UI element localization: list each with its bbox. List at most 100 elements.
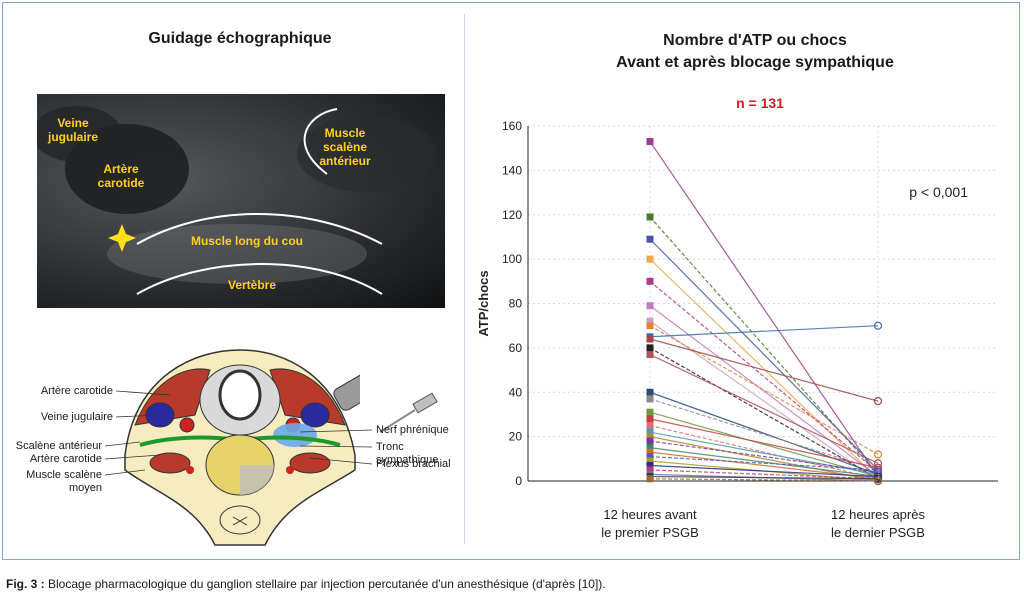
data-point-before <box>646 395 654 403</box>
x-category-label: 12 heures avant <box>603 507 697 522</box>
figure-frame <box>2 2 1020 560</box>
label-tronc-sympathique: Tronc sympathique <box>376 441 439 466</box>
label-plexus-brachial: Plexus brachial <box>376 458 451 470</box>
series-line <box>649 347 879 480</box>
series-line <box>649 436 879 482</box>
data-point-before <box>646 437 654 445</box>
us-label-artere: Artère carotide <box>97 162 145 190</box>
series-line <box>649 320 879 482</box>
data-point-before <box>646 213 654 221</box>
p-value-annotation: p < 0,001 <box>909 184 968 200</box>
neck-cross-section-diagram <box>115 345 381 555</box>
ultrasound-image: Veine jugulaire Artère carotide Muscle s… <box>37 94 445 308</box>
series-line <box>649 469 879 480</box>
us-label-muscle-scalene: Muscle scalène antérieur <box>319 126 371 168</box>
label-nerf-phrenique: Nerf phrénique <box>376 424 449 436</box>
caption-text: Blocage pharmacologique du ganglion stel… <box>44 577 606 591</box>
data-point-before <box>646 475 654 483</box>
series-line <box>649 353 879 464</box>
y-tick-label: 0 <box>515 474 522 488</box>
data-point-after <box>873 472 883 481</box>
series-line <box>649 447 879 478</box>
data-point-after <box>873 397 883 406</box>
data-point-before <box>646 422 654 430</box>
chart-plot: 0 20 40 60 80 100 120 140 160 ATP/chocs 12 heures … <box>476 119 998 540</box>
panel-divider <box>464 14 465 544</box>
data-point-before <box>646 444 654 452</box>
data-point-before <box>646 317 654 325</box>
y-tick-label: 120 <box>502 208 522 222</box>
caption-prefix: Fig. 3 : <box>6 577 45 591</box>
data-point-after <box>873 474 883 483</box>
series-line <box>649 431 879 475</box>
data-point-before <box>646 344 654 352</box>
y-tick-label: 80 <box>509 297 523 311</box>
data-point-before <box>646 453 654 461</box>
label-artere-carotide-2: Artère carotide <box>29 453 102 465</box>
chart-n-annotation: n = 131 <box>736 95 784 111</box>
x-category-label: le dernier PSGB <box>831 525 925 540</box>
data-point-before <box>646 277 654 285</box>
series-line <box>649 424 879 480</box>
series-line <box>649 216 879 475</box>
series-line <box>649 305 879 478</box>
x-category-label: 12 heures après <box>831 507 925 522</box>
data-point-before <box>646 457 654 465</box>
series-line <box>649 475 879 480</box>
series-line <box>649 280 879 473</box>
label-artere-carotide: Artère carotide <box>40 385 113 397</box>
chart-subtitle: Avant et après blocage sympathique <box>616 54 894 71</box>
y-tick-label: 160 <box>502 119 522 133</box>
data-point-before <box>646 322 654 330</box>
series-line <box>649 464 879 478</box>
figure-caption: Fig. 3 : Blocage pharmacologique du gang… <box>6 577 606 591</box>
data-point-after <box>873 321 883 330</box>
series-line <box>649 440 879 473</box>
data-point-before <box>646 461 654 469</box>
y-tick-label: 60 <box>509 341 523 355</box>
series-line <box>649 141 879 477</box>
series-line <box>649 418 879 469</box>
series-line <box>649 478 879 482</box>
data-point-before <box>646 428 654 436</box>
data-point-before <box>646 388 654 396</box>
data-point-before <box>646 138 654 146</box>
label-veine-jugulaire: Veine jugulaire <box>40 411 113 423</box>
data-point-before <box>646 448 654 456</box>
data-point-before <box>646 255 654 263</box>
needle-target-star-icon <box>108 224 136 252</box>
data-point-before <box>646 302 654 310</box>
ultrasound-overlay <box>37 106 437 295</box>
data-point-before <box>646 415 654 423</box>
series-line <box>649 325 879 455</box>
us-label-muscle-long: Muscle long du cou <box>190 234 303 248</box>
us-label-vertebre: Vertèbre <box>227 278 277 292</box>
data-point-after <box>873 450 883 459</box>
data-point-before <box>646 335 654 343</box>
y-tick-label: 100 <box>502 252 522 266</box>
chart-title-block: Nombre d'ATP ou chocs Avant et après blo… <box>520 30 990 74</box>
series-line <box>649 411 879 478</box>
y-tick-label: 140 <box>502 163 522 177</box>
label-muscle-scalene-moyen: Muscle scalène moyen <box>26 469 102 494</box>
series-line <box>649 391 879 475</box>
data-point-before <box>646 351 654 359</box>
data-point-before <box>646 433 654 441</box>
series-line <box>649 258 879 480</box>
left-panel-title: Guidage échographique <box>148 30 332 47</box>
y-tick-label: 40 <box>509 385 523 399</box>
series-line <box>649 325 879 338</box>
us-label-veine: Veine jugulaire <box>47 116 98 144</box>
label-scalene-anterieur: Scalène antérieur <box>15 440 102 452</box>
chart-title: Nombre d'ATP ou chocs <box>663 32 847 49</box>
series-line <box>649 455 879 471</box>
y-tick-label: 20 <box>509 430 523 444</box>
data-point-before <box>646 408 654 416</box>
series-line <box>649 398 879 471</box>
data-point-before <box>646 235 654 243</box>
series-line <box>649 238 879 471</box>
data-point-before <box>646 466 654 474</box>
y-axis-label: ATP/chocs <box>476 270 491 336</box>
data-point-after <box>873 476 883 486</box>
series-line <box>649 338 879 402</box>
